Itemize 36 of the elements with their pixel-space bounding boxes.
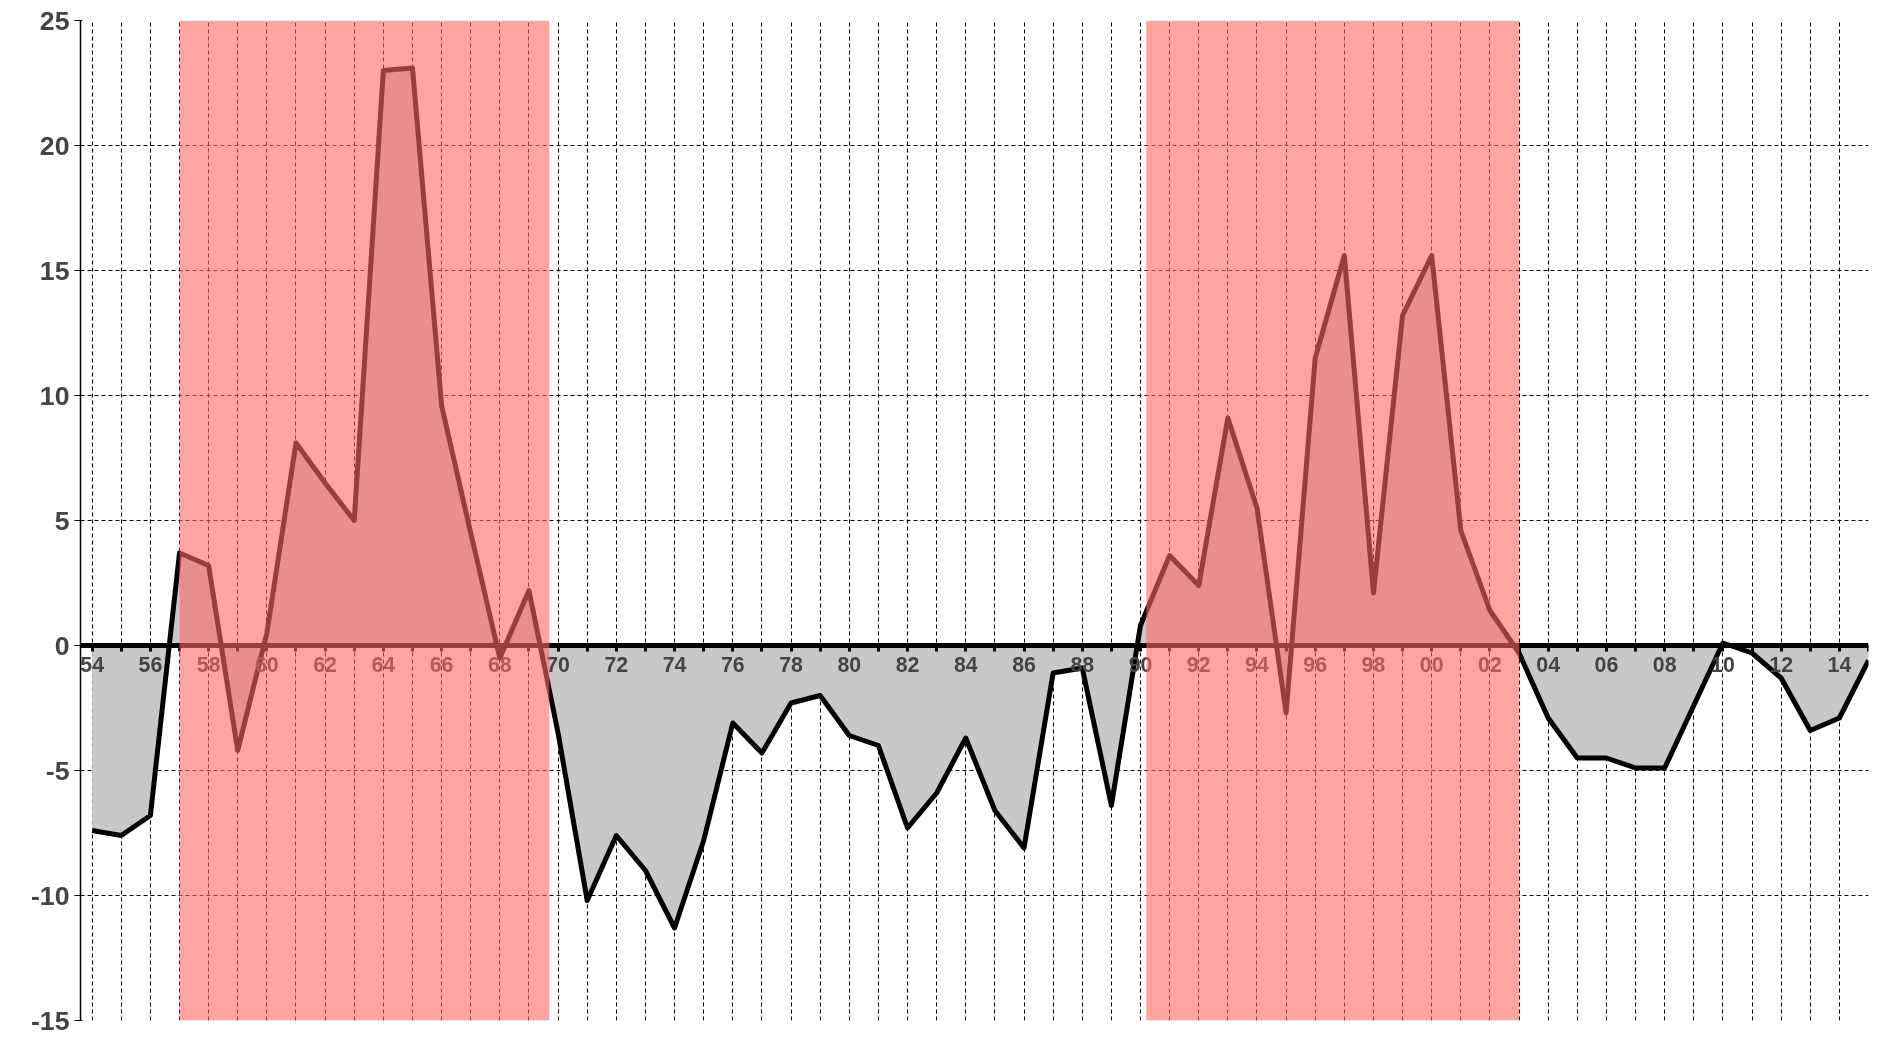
x-tick-label: 84 [953, 652, 978, 677]
x-tick-label: 54 [80, 652, 105, 677]
x-tick-label: 56 [138, 652, 163, 677]
y-tick-label: -5 [45, 755, 70, 786]
y-tick-label: 15 [39, 255, 70, 286]
x-tick-label: 76 [720, 652, 745, 677]
x-tick-label: 58 [196, 652, 221, 677]
x-tick-label: 64 [371, 652, 396, 677]
x-tick-label: 82 [895, 652, 920, 677]
x-tick-label: 02 [1478, 652, 1502, 677]
x-tick-label: 04 [1536, 652, 1561, 677]
y-tick-label: 20 [39, 130, 70, 161]
x-tick-label: 96 [1303, 652, 1328, 677]
x-tick-label: 08 [1652, 652, 1677, 677]
x-tick-label: 98 [1361, 652, 1386, 677]
x-tick-label: 80 [837, 652, 862, 677]
x-tick-label: 66 [429, 652, 454, 677]
x-tick-label: 72 [604, 652, 629, 677]
y-tick-label: -15 [30, 1005, 70, 1036]
x-tick-label: 12 [1769, 652, 1794, 677]
x-tick-label: 74 [662, 652, 687, 677]
y-tick-label: 10 [39, 380, 70, 411]
x-tick-label: 00 [1419, 652, 1444, 677]
x-tick-label: 62 [313, 652, 337, 677]
x-tick-label: 06 [1594, 652, 1619, 677]
x-tick-label: 94 [1245, 652, 1269, 677]
y-tick-label: 0 [54, 630, 70, 661]
y-tick-label: -10 [30, 880, 70, 911]
x-tick-label: 86 [1012, 652, 1036, 677]
x-tick-label: 78 [779, 652, 804, 677]
x-tick-label: 68 [487, 652, 512, 677]
x-tick-label: 92 [1186, 652, 1211, 677]
y-tick-label: 5 [54, 505, 70, 536]
y-tick-label: 25 [39, 5, 70, 36]
x-tick-label: 14 [1827, 652, 1852, 677]
x-tick-label: 70 [546, 652, 570, 677]
